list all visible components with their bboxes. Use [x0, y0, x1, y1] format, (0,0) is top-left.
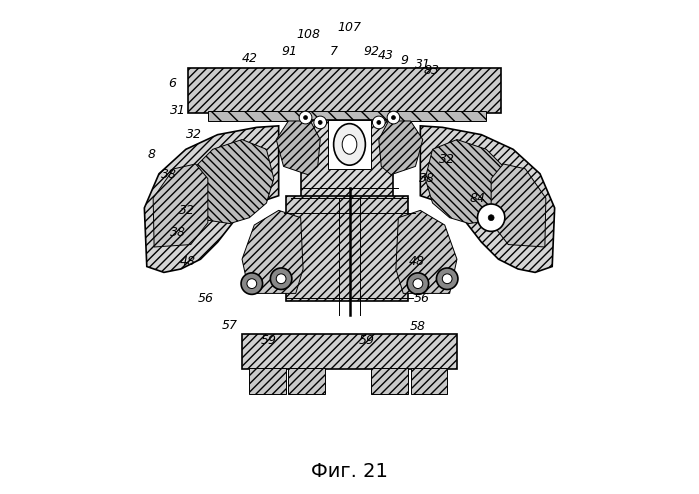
- Circle shape: [442, 274, 452, 284]
- Polygon shape: [276, 121, 320, 175]
- Text: 108: 108: [296, 28, 320, 41]
- Circle shape: [436, 268, 458, 289]
- Text: 32: 32: [439, 153, 455, 165]
- Circle shape: [276, 274, 286, 284]
- Text: 57: 57: [222, 319, 238, 331]
- Text: 56: 56: [414, 292, 430, 305]
- Circle shape: [377, 121, 381, 124]
- Circle shape: [271, 268, 292, 289]
- Bar: [208, 111, 487, 122]
- Circle shape: [413, 279, 423, 288]
- Text: 43: 43: [378, 48, 394, 62]
- Circle shape: [303, 116, 308, 120]
- Polygon shape: [328, 120, 371, 169]
- Bar: [371, 368, 408, 394]
- Circle shape: [318, 121, 322, 124]
- Bar: [286, 196, 408, 301]
- Text: 91: 91: [282, 45, 298, 58]
- Text: 83: 83: [424, 64, 440, 77]
- Circle shape: [477, 204, 505, 231]
- Text: 48: 48: [409, 255, 425, 268]
- Circle shape: [299, 111, 312, 124]
- Text: 107: 107: [338, 21, 361, 34]
- Circle shape: [391, 116, 396, 120]
- Text: 42: 42: [241, 52, 257, 65]
- Ellipse shape: [333, 124, 366, 165]
- Bar: [188, 68, 501, 113]
- Text: 58: 58: [410, 320, 426, 332]
- Text: 32: 32: [180, 204, 195, 217]
- Bar: [242, 334, 457, 369]
- Text: 38: 38: [170, 226, 185, 239]
- Text: 92: 92: [363, 45, 380, 58]
- Ellipse shape: [343, 135, 356, 154]
- Text: 31: 31: [170, 104, 185, 117]
- Polygon shape: [153, 164, 208, 247]
- Text: 8: 8: [147, 148, 156, 161]
- Circle shape: [373, 116, 385, 129]
- Text: 31: 31: [415, 58, 431, 71]
- Polygon shape: [425, 139, 511, 224]
- Circle shape: [247, 279, 257, 288]
- Text: 32: 32: [186, 128, 202, 141]
- Bar: [250, 368, 286, 394]
- Text: 38: 38: [161, 168, 177, 181]
- Polygon shape: [491, 164, 546, 247]
- Text: 84: 84: [470, 192, 486, 205]
- Text: 56: 56: [197, 292, 213, 305]
- Text: 59: 59: [359, 334, 375, 347]
- Polygon shape: [242, 210, 303, 293]
- Polygon shape: [145, 126, 279, 272]
- Bar: [289, 368, 325, 394]
- Text: 6: 6: [168, 77, 177, 90]
- Polygon shape: [379, 121, 423, 175]
- Circle shape: [387, 111, 400, 124]
- Text: 38: 38: [419, 172, 435, 185]
- Text: 7: 7: [330, 45, 338, 58]
- Circle shape: [488, 215, 494, 221]
- Text: 9: 9: [401, 54, 408, 67]
- Circle shape: [241, 273, 263, 294]
- Bar: [301, 120, 394, 198]
- Polygon shape: [188, 139, 274, 224]
- Text: 48: 48: [180, 255, 195, 268]
- Text: 59: 59: [261, 334, 277, 347]
- Circle shape: [314, 116, 326, 129]
- Bar: [410, 368, 447, 394]
- Circle shape: [407, 273, 428, 294]
- Polygon shape: [420, 126, 554, 272]
- Text: Фиг. 21: Фиг. 21: [311, 462, 388, 481]
- Polygon shape: [396, 210, 457, 293]
